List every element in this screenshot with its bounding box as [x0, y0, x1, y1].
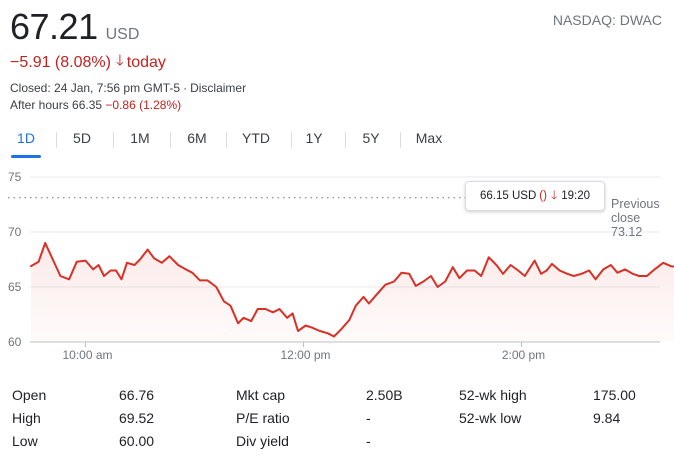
stat-value-52wk-high: 175.00	[593, 387, 636, 403]
previous-close-label: Previous close 73.12	[611, 197, 660, 239]
tab-1m[interactable]: 1M	[130, 130, 150, 146]
stat-value-52wk-low: 9.84	[593, 410, 621, 426]
tab-divider	[113, 132, 114, 148]
tab-divider	[345, 132, 346, 148]
stat-label-52wk-low: 52-wk low	[459, 410, 522, 426]
after-hours-label: After hours 66.35	[10, 98, 103, 112]
change-value: −5.91 (8.08%)	[10, 53, 111, 71]
tab-max[interactable]: Max	[415, 130, 443, 146]
stat-label-mkt-cap: Mkt cap	[236, 387, 286, 403]
stat-value-pe-ratio: -	[366, 410, 371, 426]
previous-close-value: 73.12	[611, 225, 643, 239]
down-arrow-icon: 🡓	[115, 52, 124, 69]
stat-label-div-yield: Div yield	[236, 433, 289, 449]
tab-1y[interactable]: 1Y	[305, 130, 323, 146]
tab-divider	[226, 132, 227, 148]
stat-label-pe-ratio: P/E ratio	[236, 410, 290, 426]
disclaimer-link[interactable]: Disclaimer	[190, 81, 247, 95]
currency-label: USD	[105, 26, 140, 43]
y-tick-label: 75	[8, 170, 22, 184]
exchange-ticker: NASDAQ: DWAC	[552, 12, 662, 28]
stat-value-high: 69.52	[119, 410, 155, 426]
regular-session-line	[30, 242, 674, 338]
regular-session-area	[31, 243, 674, 342]
tab-6m[interactable]: 6M	[187, 130, 207, 146]
tooltip-price: 66.15 USD	[480, 190, 537, 202]
x-tick-label: 10:00 am	[62, 348, 112, 362]
price-header: 67.21 USD	[10, 6, 139, 48]
after-hours-change: −0.86 (1.28%)	[105, 98, 182, 112]
y-tick-label: 65	[8, 280, 22, 294]
stat-label-high: High	[12, 410, 41, 426]
tab-ytd[interactable]: YTD	[242, 130, 270, 146]
closed-info: Closed: 24 Jan, 7:56 pm GMT-5 · Disclaimer	[10, 81, 247, 95]
current-price: 67.21	[10, 6, 98, 47]
tooltip-change: ()	[539, 190, 547, 202]
tab-divider	[291, 132, 292, 148]
tab-divider	[56, 132, 57, 148]
y-tick-label: 70	[8, 225, 22, 239]
hover-tooltip: 66.15 USD () 🡓 19:20	[465, 181, 605, 211]
tab-1d[interactable]: 1D	[11, 124, 41, 158]
previous-close-line2: close	[611, 211, 641, 225]
tooltip-time: 19:20	[561, 190, 590, 202]
stat-value-low: 60.00	[119, 433, 155, 449]
y-tick-label: 60	[8, 335, 22, 349]
stat-value-div-yield: -	[366, 433, 371, 449]
after-hours-info: After hours 66.35 −0.86 (1.28%)	[10, 98, 181, 112]
stat-value-open: 66.76	[119, 387, 155, 403]
tab-5d[interactable]: 5D	[73, 130, 91, 146]
x-tick-label: 12:00 pm	[280, 348, 330, 362]
down-arrow-icon: 🡓	[550, 187, 558, 202]
closed-text: Closed: 24 Jan, 7:56 pm GMT-5	[10, 81, 181, 95]
change-period: today	[126, 53, 166, 71]
tab-5y[interactable]: 5Y	[362, 130, 380, 146]
tab-divider	[400, 132, 401, 148]
tab-divider	[170, 132, 171, 148]
stat-label-open: Open	[12, 387, 47, 403]
stat-label-52wk-high: 52-wk high	[459, 387, 527, 403]
stat-value-mkt-cap: 2.50B	[366, 387, 403, 403]
stat-label-low: Low	[12, 433, 38, 449]
x-tick-label: 2:00 pm	[502, 348, 545, 362]
previous-close-line1: Previous	[611, 197, 660, 211]
daily-change: −5.91 (8.08%) 🡓 today	[10, 50, 166, 75]
